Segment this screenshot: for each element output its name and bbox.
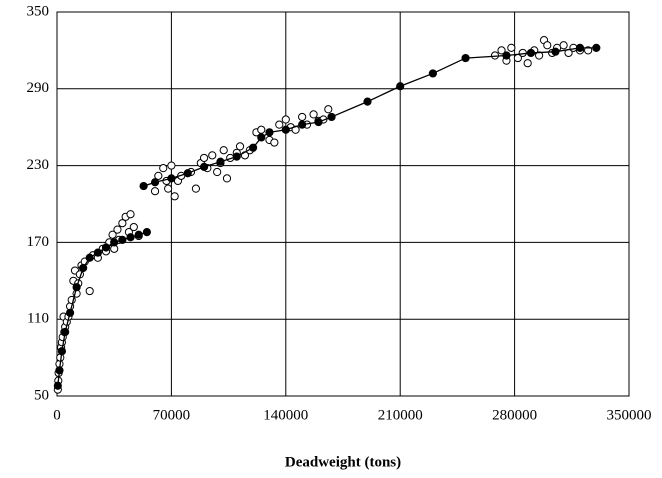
data-point <box>298 120 307 129</box>
data-point <box>65 308 75 317</box>
data-point <box>363 97 372 106</box>
y-tick-label: 290 <box>27 80 50 96</box>
data-point <box>208 151 217 160</box>
x-tick-label: 0 <box>53 407 61 423</box>
data-point <box>216 157 225 166</box>
data-point <box>265 128 274 137</box>
data-point <box>110 238 119 247</box>
data-point <box>61 327 70 337</box>
data-point <box>129 222 138 232</box>
x-tick-label: 210000 <box>378 407 423 423</box>
data-point <box>126 233 135 242</box>
data-point <box>139 181 148 191</box>
data-point <box>502 51 511 60</box>
data-point <box>298 112 307 122</box>
data-point <box>559 41 568 50</box>
data-point <box>257 133 266 142</box>
data-point <box>101 243 111 252</box>
data-point <box>270 138 279 147</box>
data-point <box>507 43 516 52</box>
data-point <box>85 253 94 262</box>
data-point <box>428 69 437 78</box>
data-point <box>108 230 117 239</box>
data-point <box>150 187 160 196</box>
data-point <box>461 53 470 63</box>
data-point <box>167 174 176 183</box>
data-point <box>118 235 127 244</box>
data-point <box>113 225 122 234</box>
data-point <box>150 178 160 187</box>
data-point <box>183 169 192 178</box>
data-point <box>118 219 127 228</box>
data-point <box>213 167 222 177</box>
data-point <box>219 146 228 155</box>
data-point <box>53 381 62 390</box>
y-tick-label: 350 <box>27 3 50 19</box>
data-point <box>232 152 241 161</box>
data-point <box>57 347 67 356</box>
data-point <box>142 228 151 237</box>
y-tick-label: 110 <box>27 311 49 327</box>
data-point <box>199 162 209 171</box>
data-point <box>72 283 81 292</box>
data-point <box>199 153 209 163</box>
data-point <box>497 46 506 55</box>
data-point <box>93 248 102 257</box>
x-tick-label: 70000 <box>153 407 191 423</box>
data-point <box>584 46 593 55</box>
data-point <box>551 47 560 56</box>
data-point <box>167 161 176 170</box>
data-point <box>191 184 201 193</box>
data-point <box>275 120 284 129</box>
y-tick-label: 230 <box>27 157 50 173</box>
data-point <box>55 366 64 375</box>
data-point <box>222 174 232 183</box>
data-point <box>79 263 88 273</box>
data-point <box>327 112 336 122</box>
data-point <box>523 59 532 68</box>
x-tick-label: 140000 <box>263 407 308 423</box>
data-point <box>126 210 135 219</box>
y-tick-label: 50 <box>34 387 49 403</box>
x-tick-label: 350000 <box>607 407 652 423</box>
data-point <box>314 117 323 127</box>
data-point <box>164 184 173 193</box>
data-point <box>281 125 290 134</box>
plot-border <box>56 11 630 397</box>
data-point <box>249 143 258 152</box>
data-point <box>526 48 536 58</box>
x-tick-label: 280000 <box>492 407 537 423</box>
data-point <box>396 82 405 91</box>
y-tick-label: 170 <box>27 234 50 250</box>
data-point <box>159 164 168 173</box>
data-point <box>257 125 266 134</box>
data-point <box>154 171 163 180</box>
x-axis-label: Deadweight (tons) <box>285 454 401 470</box>
series-line <box>57 47 597 386</box>
data-point <box>592 43 601 52</box>
data-point <box>575 43 585 52</box>
data-point <box>134 230 143 239</box>
data-point <box>281 115 290 124</box>
data-point <box>170 192 179 201</box>
data-point <box>235 142 245 151</box>
data-point <box>85 286 94 296</box>
data-point <box>543 41 552 50</box>
data-point <box>324 105 333 114</box>
data-point <box>309 110 318 119</box>
